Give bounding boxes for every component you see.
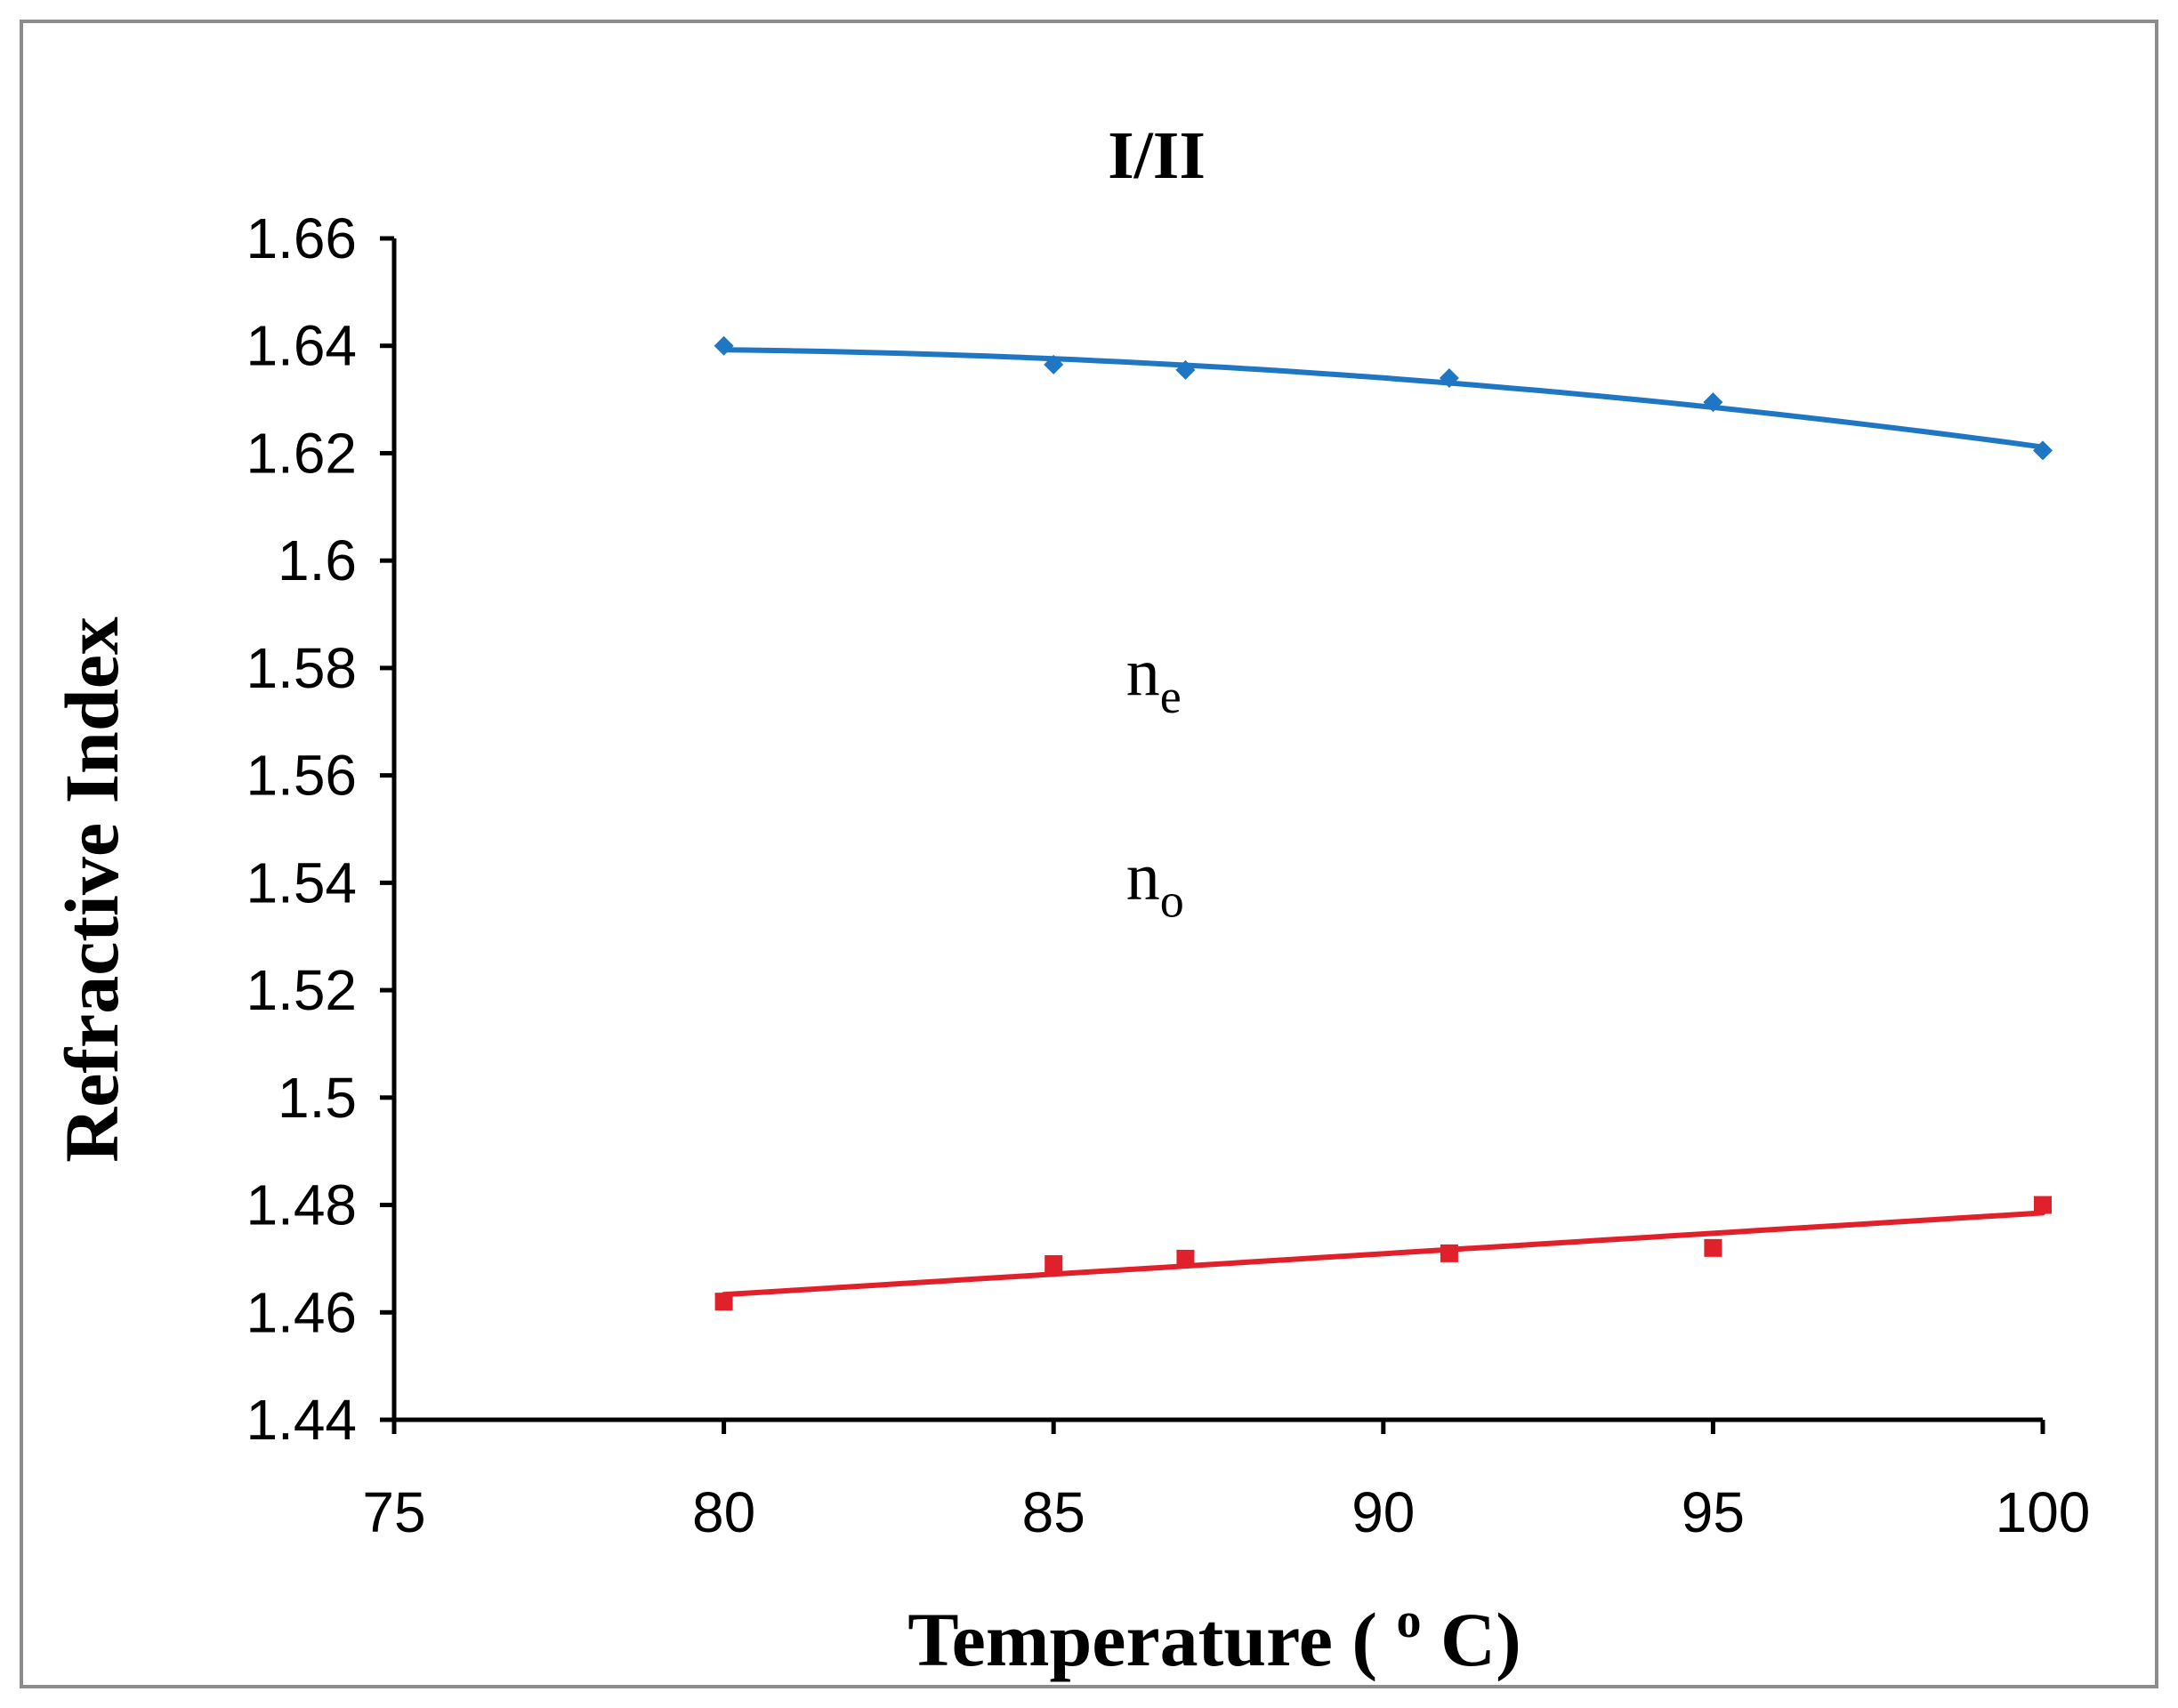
data-point-ne — [1044, 354, 1064, 375]
y-tick-label: 1.66 — [246, 206, 357, 270]
x-tick-label: 75 — [362, 1480, 425, 1544]
y-tick-label: 1.58 — [246, 636, 357, 700]
x-tick-label: 95 — [1682, 1480, 1745, 1544]
y-tick-label: 1.5 — [278, 1066, 357, 1130]
x-axis-label-unit-sup: o — [1397, 1593, 1422, 1648]
x-tick-label: 80 — [692, 1480, 755, 1544]
chart-frame — [20, 20, 2158, 1688]
y-axis-label: Refractive Index — [49, 616, 134, 1163]
data-point-ne — [1703, 392, 1723, 413]
data-point-ne — [2033, 440, 2053, 461]
y-tick-label: 1.62 — [246, 421, 357, 485]
y-tick-label: 1.64 — [246, 314, 357, 378]
trendline-no — [721, 1210, 2045, 1298]
x-ticks: 75 80 85 90 95 100 — [362, 1420, 2090, 1544]
y-tick-label: 1.6 — [278, 528, 357, 592]
x-tick-label: 90 — [1351, 1480, 1415, 1544]
y-tick-label: 1.44 — [246, 1388, 357, 1452]
chart-title: I/II — [1108, 118, 1206, 193]
x-axis-label: Temperature ( o C) — [908, 1568, 1521, 1682]
y-tick-label: 1.56 — [246, 744, 357, 808]
data-point-no — [1704, 1238, 1722, 1257]
x-axis-label-main: Temperature — [908, 1597, 1333, 1682]
data-point-no — [1045, 1254, 1063, 1273]
x-axis-label-unit-close: C) — [1440, 1597, 1521, 1682]
x-tick-label: 100 — [1996, 1480, 2091, 1544]
x-tick-label: 85 — [1022, 1480, 1085, 1544]
data-point-ne — [714, 335, 734, 356]
y-tick-label: 1.54 — [246, 850, 357, 914]
y-tick-label: 1.48 — [246, 1173, 357, 1237]
y-tick-label: 1.46 — [246, 1280, 357, 1344]
data-point-ne — [1439, 367, 1459, 388]
markers — [714, 335, 2053, 1311]
data-point-no — [1440, 1244, 1458, 1262]
data-point-no — [714, 1293, 733, 1311]
trendlines — [721, 347, 2045, 1298]
data-point-ne — [1175, 359, 1196, 380]
x-axis-label-unit-open: ( — [1351, 1597, 1377, 1682]
y-tick-label: 1.52 — [246, 958, 357, 1022]
data-point-no — [1176, 1249, 1195, 1268]
annotation-no: no — [1126, 839, 1184, 927]
y-ticks: 1.44 1.46 1.48 1.5 1.52 1.54 1.56 1.58 1.6 1.62 1.… — [246, 206, 394, 1452]
data-point-no — [2034, 1196, 2052, 1214]
annotations: ne no — [1126, 635, 1184, 927]
annotation-ne: ne — [1126, 635, 1182, 723]
trendline-ne — [721, 347, 2045, 450]
